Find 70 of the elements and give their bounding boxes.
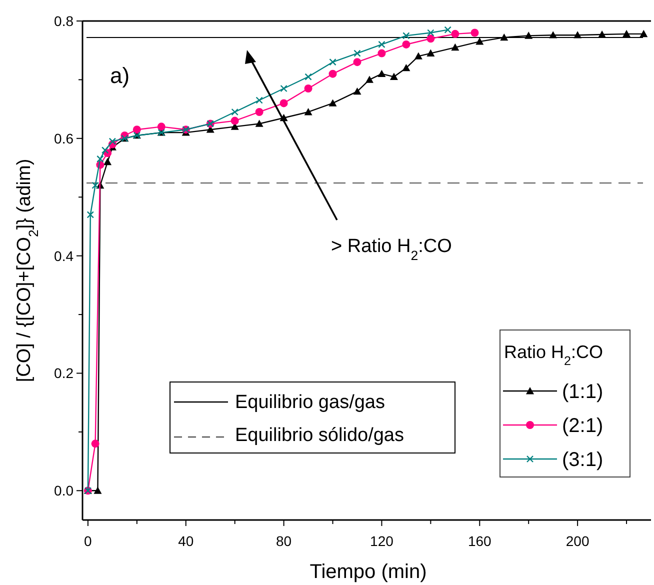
- point: [426, 34, 435, 43]
- y-tick-label: 0.6: [54, 130, 74, 146]
- point: [280, 84, 288, 92]
- point: [402, 32, 410, 40]
- point: [104, 158, 112, 166]
- point: [329, 58, 336, 66]
- point: [157, 122, 166, 131]
- point: [378, 49, 386, 58]
- point: [328, 99, 337, 106]
- point: [230, 116, 239, 125]
- x-tick-label: 200: [566, 533, 590, 549]
- point: [365, 76, 374, 83]
- point: [304, 108, 312, 116]
- point: [524, 32, 533, 39]
- point: [353, 58, 362, 66]
- point: [470, 28, 479, 37]
- point: [500, 33, 508, 41]
- legend-label: (1:1): [562, 381, 604, 403]
- point: [378, 40, 386, 48]
- point: [574, 31, 582, 38]
- point: [354, 50, 361, 57]
- point: [444, 26, 452, 34]
- point: [91, 440, 100, 448]
- point: [390, 72, 398, 80]
- point: [414, 52, 422, 60]
- point: [476, 38, 484, 45]
- y-tick-label: 0.8: [54, 13, 74, 29]
- point: [622, 30, 631, 38]
- point: [451, 43, 460, 51]
- point: [426, 49, 435, 56]
- point: [86, 211, 94, 218]
- y-tick-label: 0.4: [54, 248, 74, 264]
- point: [94, 486, 102, 494]
- point: [598, 30, 606, 38]
- legend-label: Equilibrio gas/gas: [235, 392, 385, 413]
- point: [101, 146, 109, 154]
- y-tick-label: 0.2: [54, 365, 74, 382]
- legend-label: (3:1): [562, 449, 604, 471]
- point: [402, 64, 410, 72]
- point: [451, 30, 460, 38]
- point: [255, 108, 264, 116]
- legend-title: Ratio H$_{2}$:CO: [504, 342, 604, 368]
- point: [304, 84, 312, 93]
- point: [255, 120, 264, 127]
- point: [353, 87, 362, 95]
- annotation: a): [110, 63, 130, 88]
- legend-label: (2:1): [562, 415, 604, 437]
- point: [304, 73, 312, 80]
- annotation: > Ratio H$_{2}$:CO: [331, 236, 452, 262]
- point: [231, 108, 238, 116]
- y-tick-label: 0.0: [54, 482, 74, 499]
- point: [132, 126, 141, 134]
- point: [280, 99, 288, 108]
- point: [402, 40, 410, 48]
- x-tick-label: 160: [468, 533, 492, 549]
- legend-label: Equilibrio sólido/gas: [235, 425, 404, 446]
- point: [256, 96, 263, 104]
- point: [549, 31, 558, 38]
- point: [328, 70, 337, 78]
- point: [108, 138, 116, 145]
- point: [96, 155, 104, 163]
- point: [640, 30, 648, 38]
- x-tick-label: 120: [370, 533, 394, 549]
- point: [427, 29, 434, 36]
- x-axis-title: Tiempo (min): [310, 561, 427, 583]
- x-tick-label: 40: [178, 533, 194, 549]
- x-tick-label: 80: [276, 533, 292, 549]
- x-tick-label: 0: [84, 533, 92, 549]
- point: [378, 70, 386, 78]
- point: [92, 182, 99, 189]
